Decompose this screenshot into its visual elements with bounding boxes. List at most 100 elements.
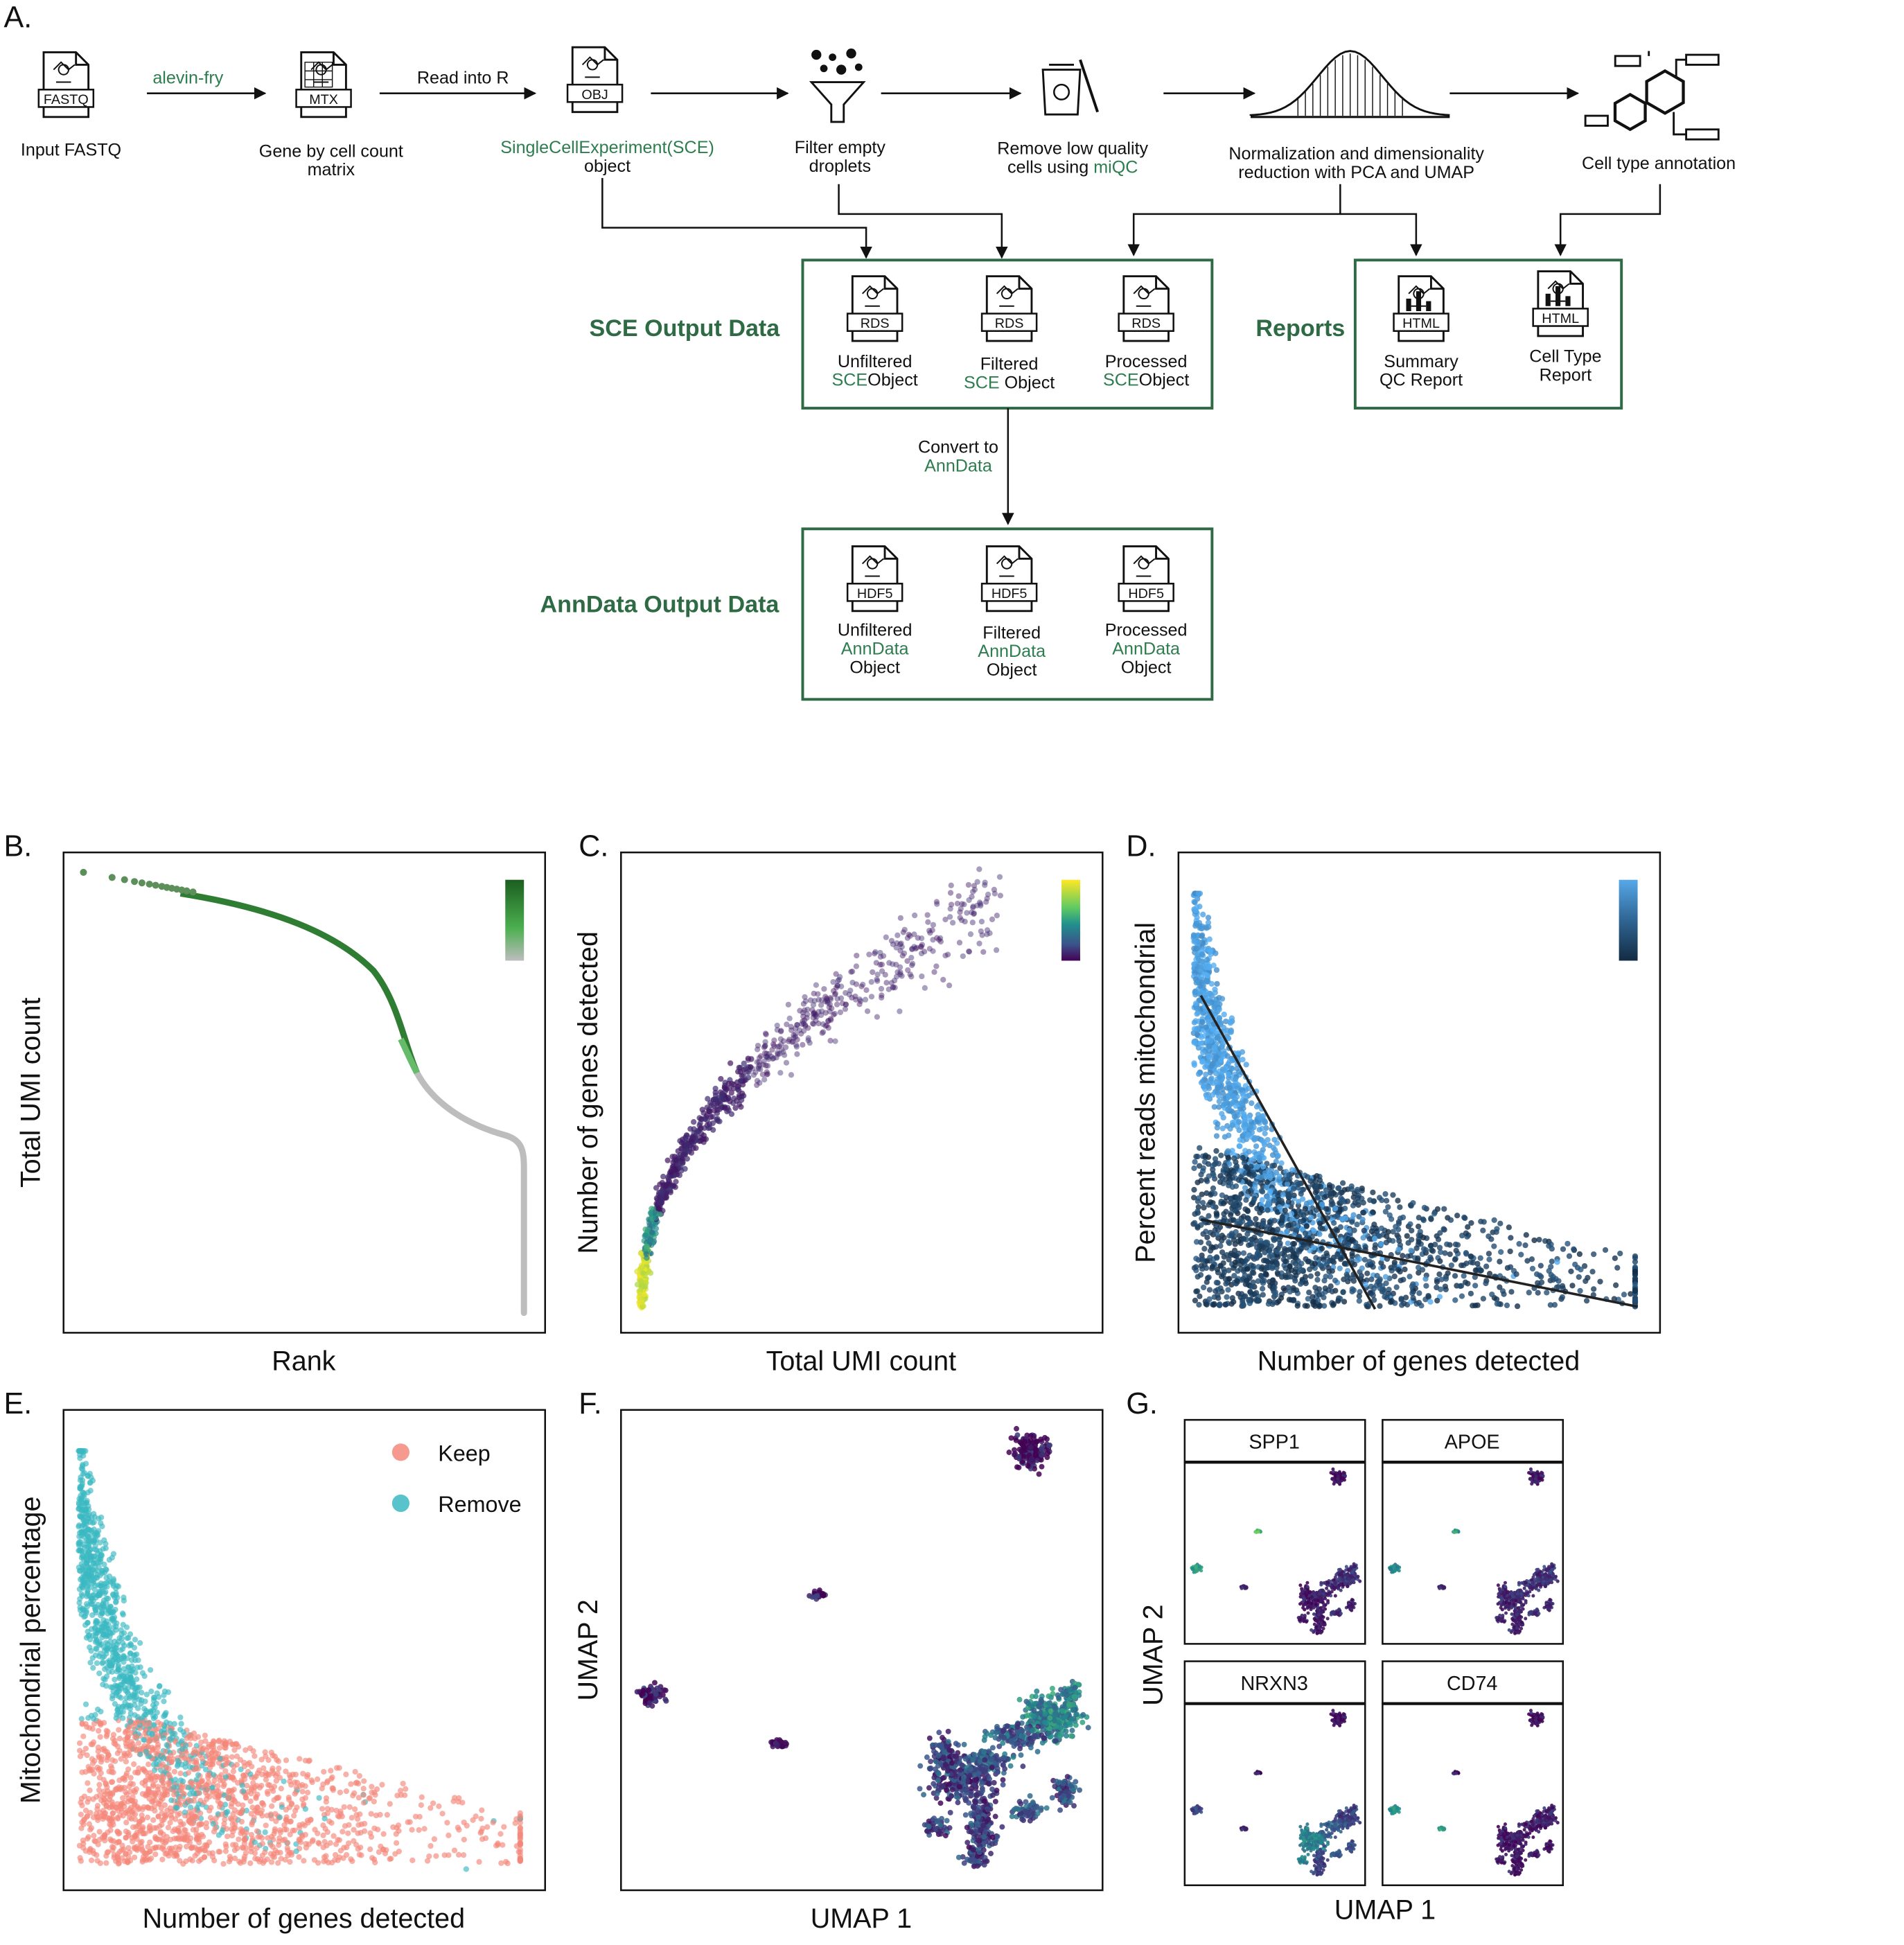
- point: [890, 985, 896, 991]
- point: [1225, 1239, 1232, 1245]
- point: [919, 973, 925, 980]
- point: [856, 1001, 863, 1007]
- point: [853, 963, 860, 969]
- point: [1323, 1187, 1330, 1193]
- point: [637, 1250, 644, 1256]
- point: [786, 1038, 792, 1044]
- point: [300, 1770, 306, 1777]
- file-tag: [37, 89, 95, 108]
- point: [87, 1488, 94, 1494]
- label-line: AnnData: [978, 642, 1046, 661]
- point: [1271, 1136, 1278, 1143]
- point: [842, 1006, 849, 1012]
- point: [255, 1833, 261, 1840]
- point: [1235, 1238, 1242, 1244]
- point: [1390, 1238, 1396, 1244]
- point: [96, 1670, 103, 1677]
- point: [831, 992, 838, 998]
- connector: [1554, 184, 1661, 256]
- point: [970, 888, 976, 895]
- point: [1285, 1240, 1292, 1247]
- point: [1263, 1265, 1270, 1271]
- point: [1288, 1211, 1295, 1217]
- point: [1332, 1277, 1339, 1284]
- point: [1321, 1303, 1328, 1309]
- point: [1219, 1274, 1225, 1280]
- point: [1322, 1285, 1328, 1292]
- point: [1569, 1283, 1576, 1289]
- plot-frame: [620, 851, 1104, 1334]
- point: [1310, 1299, 1316, 1305]
- point: [978, 902, 984, 909]
- point: [1265, 1201, 1271, 1208]
- point: [103, 1860, 109, 1866]
- point: [1213, 967, 1220, 974]
- point: [1378, 1225, 1385, 1231]
- point: [835, 978, 841, 984]
- cell-icon-lines: [1584, 51, 1720, 141]
- point: [147, 1666, 154, 1673]
- point: [1225, 1287, 1231, 1293]
- point: [894, 932, 901, 938]
- point: [1251, 1196, 1258, 1202]
- point: [1577, 1287, 1583, 1294]
- point: [982, 879, 988, 886]
- point: [1251, 1184, 1258, 1190]
- point: [927, 930, 933, 936]
- point: [983, 899, 989, 905]
- point: [786, 1037, 793, 1043]
- label-line: AnnData: [841, 640, 909, 659]
- point: [1235, 1195, 1241, 1201]
- point: [774, 1027, 780, 1033]
- point: [788, 1072, 795, 1078]
- point: [1259, 1197, 1265, 1203]
- point: [1343, 1271, 1350, 1278]
- point: [794, 1037, 800, 1043]
- point: [1260, 1221, 1266, 1227]
- point: [316, 1795, 322, 1801]
- point: [909, 946, 915, 952]
- point: [976, 940, 982, 947]
- point: [641, 1291, 648, 1298]
- point: [1213, 950, 1219, 956]
- file-type: OBJ: [581, 87, 608, 103]
- label-text: Remove low quality: [997, 139, 1148, 159]
- point: [810, 1002, 817, 1008]
- point: [1559, 1283, 1566, 1290]
- point: [643, 1243, 650, 1249]
- point: [1537, 1272, 1543, 1278]
- point: [799, 1021, 805, 1027]
- point: [1237, 1168, 1244, 1174]
- point: [918, 944, 924, 950]
- point: [948, 901, 955, 908]
- point: [1208, 1075, 1215, 1082]
- point: [1242, 1098, 1249, 1104]
- point: [816, 996, 822, 1003]
- point: [965, 881, 972, 888]
- point: [1205, 915, 1212, 921]
- point: [966, 948, 972, 955]
- point: [1226, 1058, 1233, 1064]
- point: [1591, 1251, 1597, 1258]
- point: [1225, 1071, 1232, 1077]
- point: [1246, 1116, 1253, 1123]
- point: [1398, 1277, 1404, 1284]
- label-text: Summary: [1384, 352, 1458, 371]
- point: [1632, 1258, 1639, 1265]
- label-text: SingleCellExperiment(SCE): [500, 138, 714, 157]
- point: [750, 1072, 757, 1078]
- point: [794, 1021, 800, 1028]
- point: [1407, 1221, 1413, 1227]
- label-line: Input FASTQ: [21, 140, 121, 159]
- point: [1216, 1098, 1222, 1104]
- point: [826, 1004, 832, 1010]
- point: [110, 1551, 117, 1557]
- point: [1217, 1242, 1224, 1249]
- point: [1259, 1137, 1265, 1144]
- point: [98, 1708, 104, 1715]
- point: [1632, 1253, 1639, 1260]
- point: [827, 1008, 833, 1014]
- point: [833, 985, 840, 991]
- point: [1355, 1192, 1362, 1199]
